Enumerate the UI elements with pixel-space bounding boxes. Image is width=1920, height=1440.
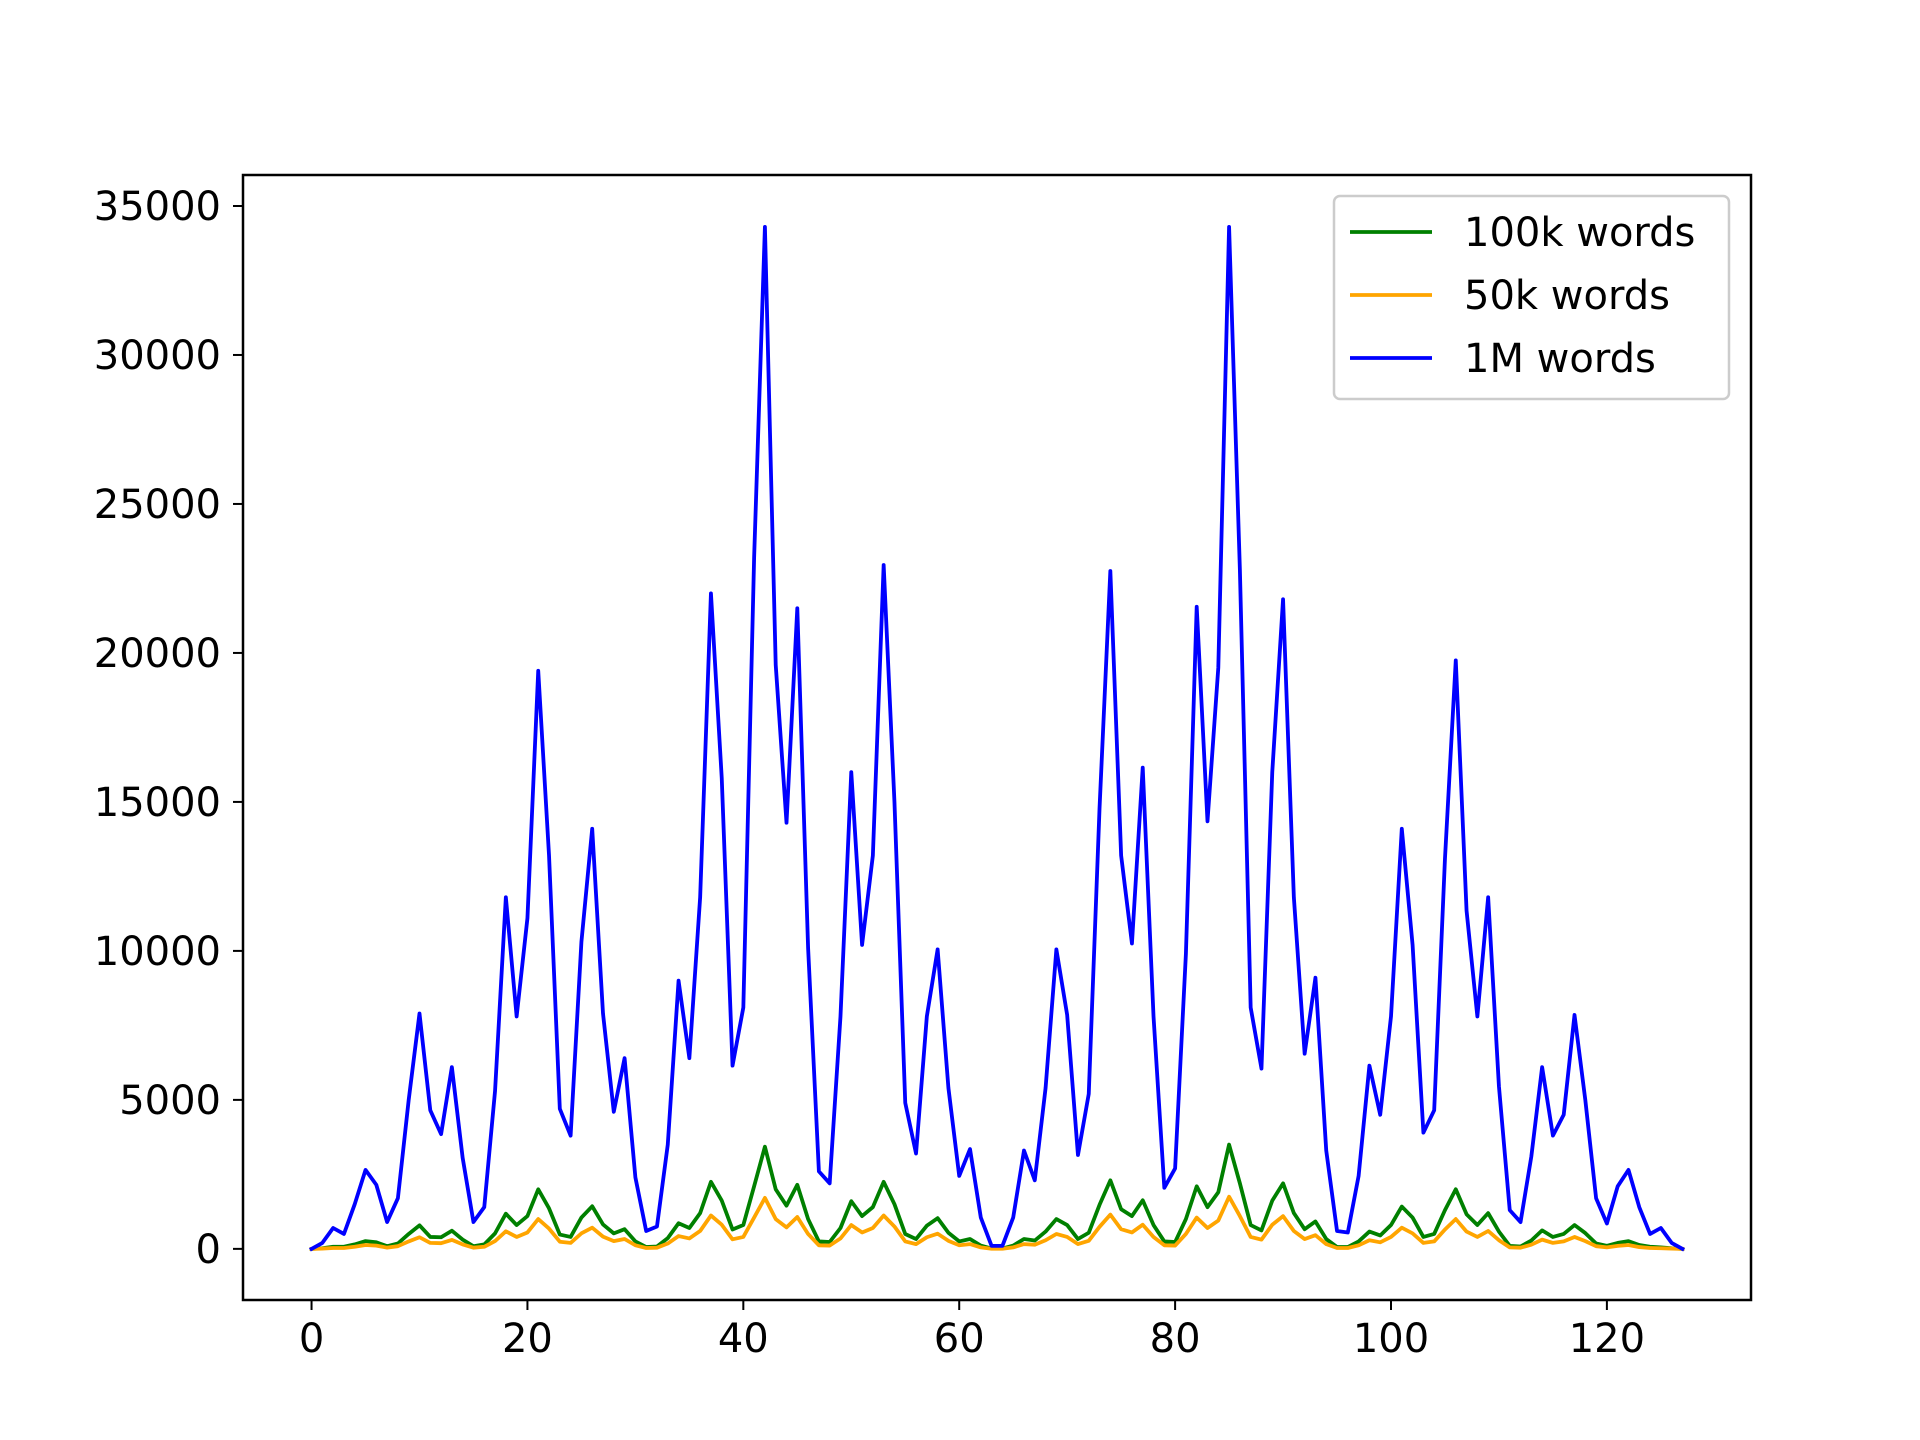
legend-label: 100k words [1464,210,1695,256]
y-tick-label: 35000 [94,184,221,230]
y-axis: 0 5000 10000 15000 20000 25000 30000 35000 [94,184,243,1273]
y-tick-label: 20000 [94,631,221,677]
plot-lines [308,224,1686,1252]
y-tick-label: 0 [196,1227,221,1273]
legend-label: 1M words [1464,336,1656,382]
legend-label: 50k words [1464,273,1670,319]
legend: 100k words 50k words 1M words [1332,194,1731,401]
y-tick-label: 25000 [94,482,221,528]
x-tick-label: 100 [1353,1316,1429,1362]
x-tick-label: 60 [934,1316,985,1362]
series-line-1m-words [308,224,1686,1252]
x-tick-label: 0 [299,1316,324,1362]
x-tick-label: 120 [1569,1316,1645,1362]
x-axis: 0 20 40 60 80 100 120 [299,1300,1645,1362]
plot-frame [241,173,1753,1302]
series-line-50k-words [309,1194,1685,1251]
y-tick-label: 5000 [119,1078,221,1124]
legend-box [1332,194,1731,401]
legend-entries: 100k words 50k words 1M words [1350,210,1695,382]
x-tick-label: 40 [718,1316,769,1362]
x-tick-label: 20 [502,1316,553,1362]
y-tick-label: 30000 [94,333,221,379]
y-tick-label: 15000 [94,780,221,826]
x-tick-label: 80 [1150,1316,1201,1362]
y-tick-label: 10000 [94,929,221,975]
